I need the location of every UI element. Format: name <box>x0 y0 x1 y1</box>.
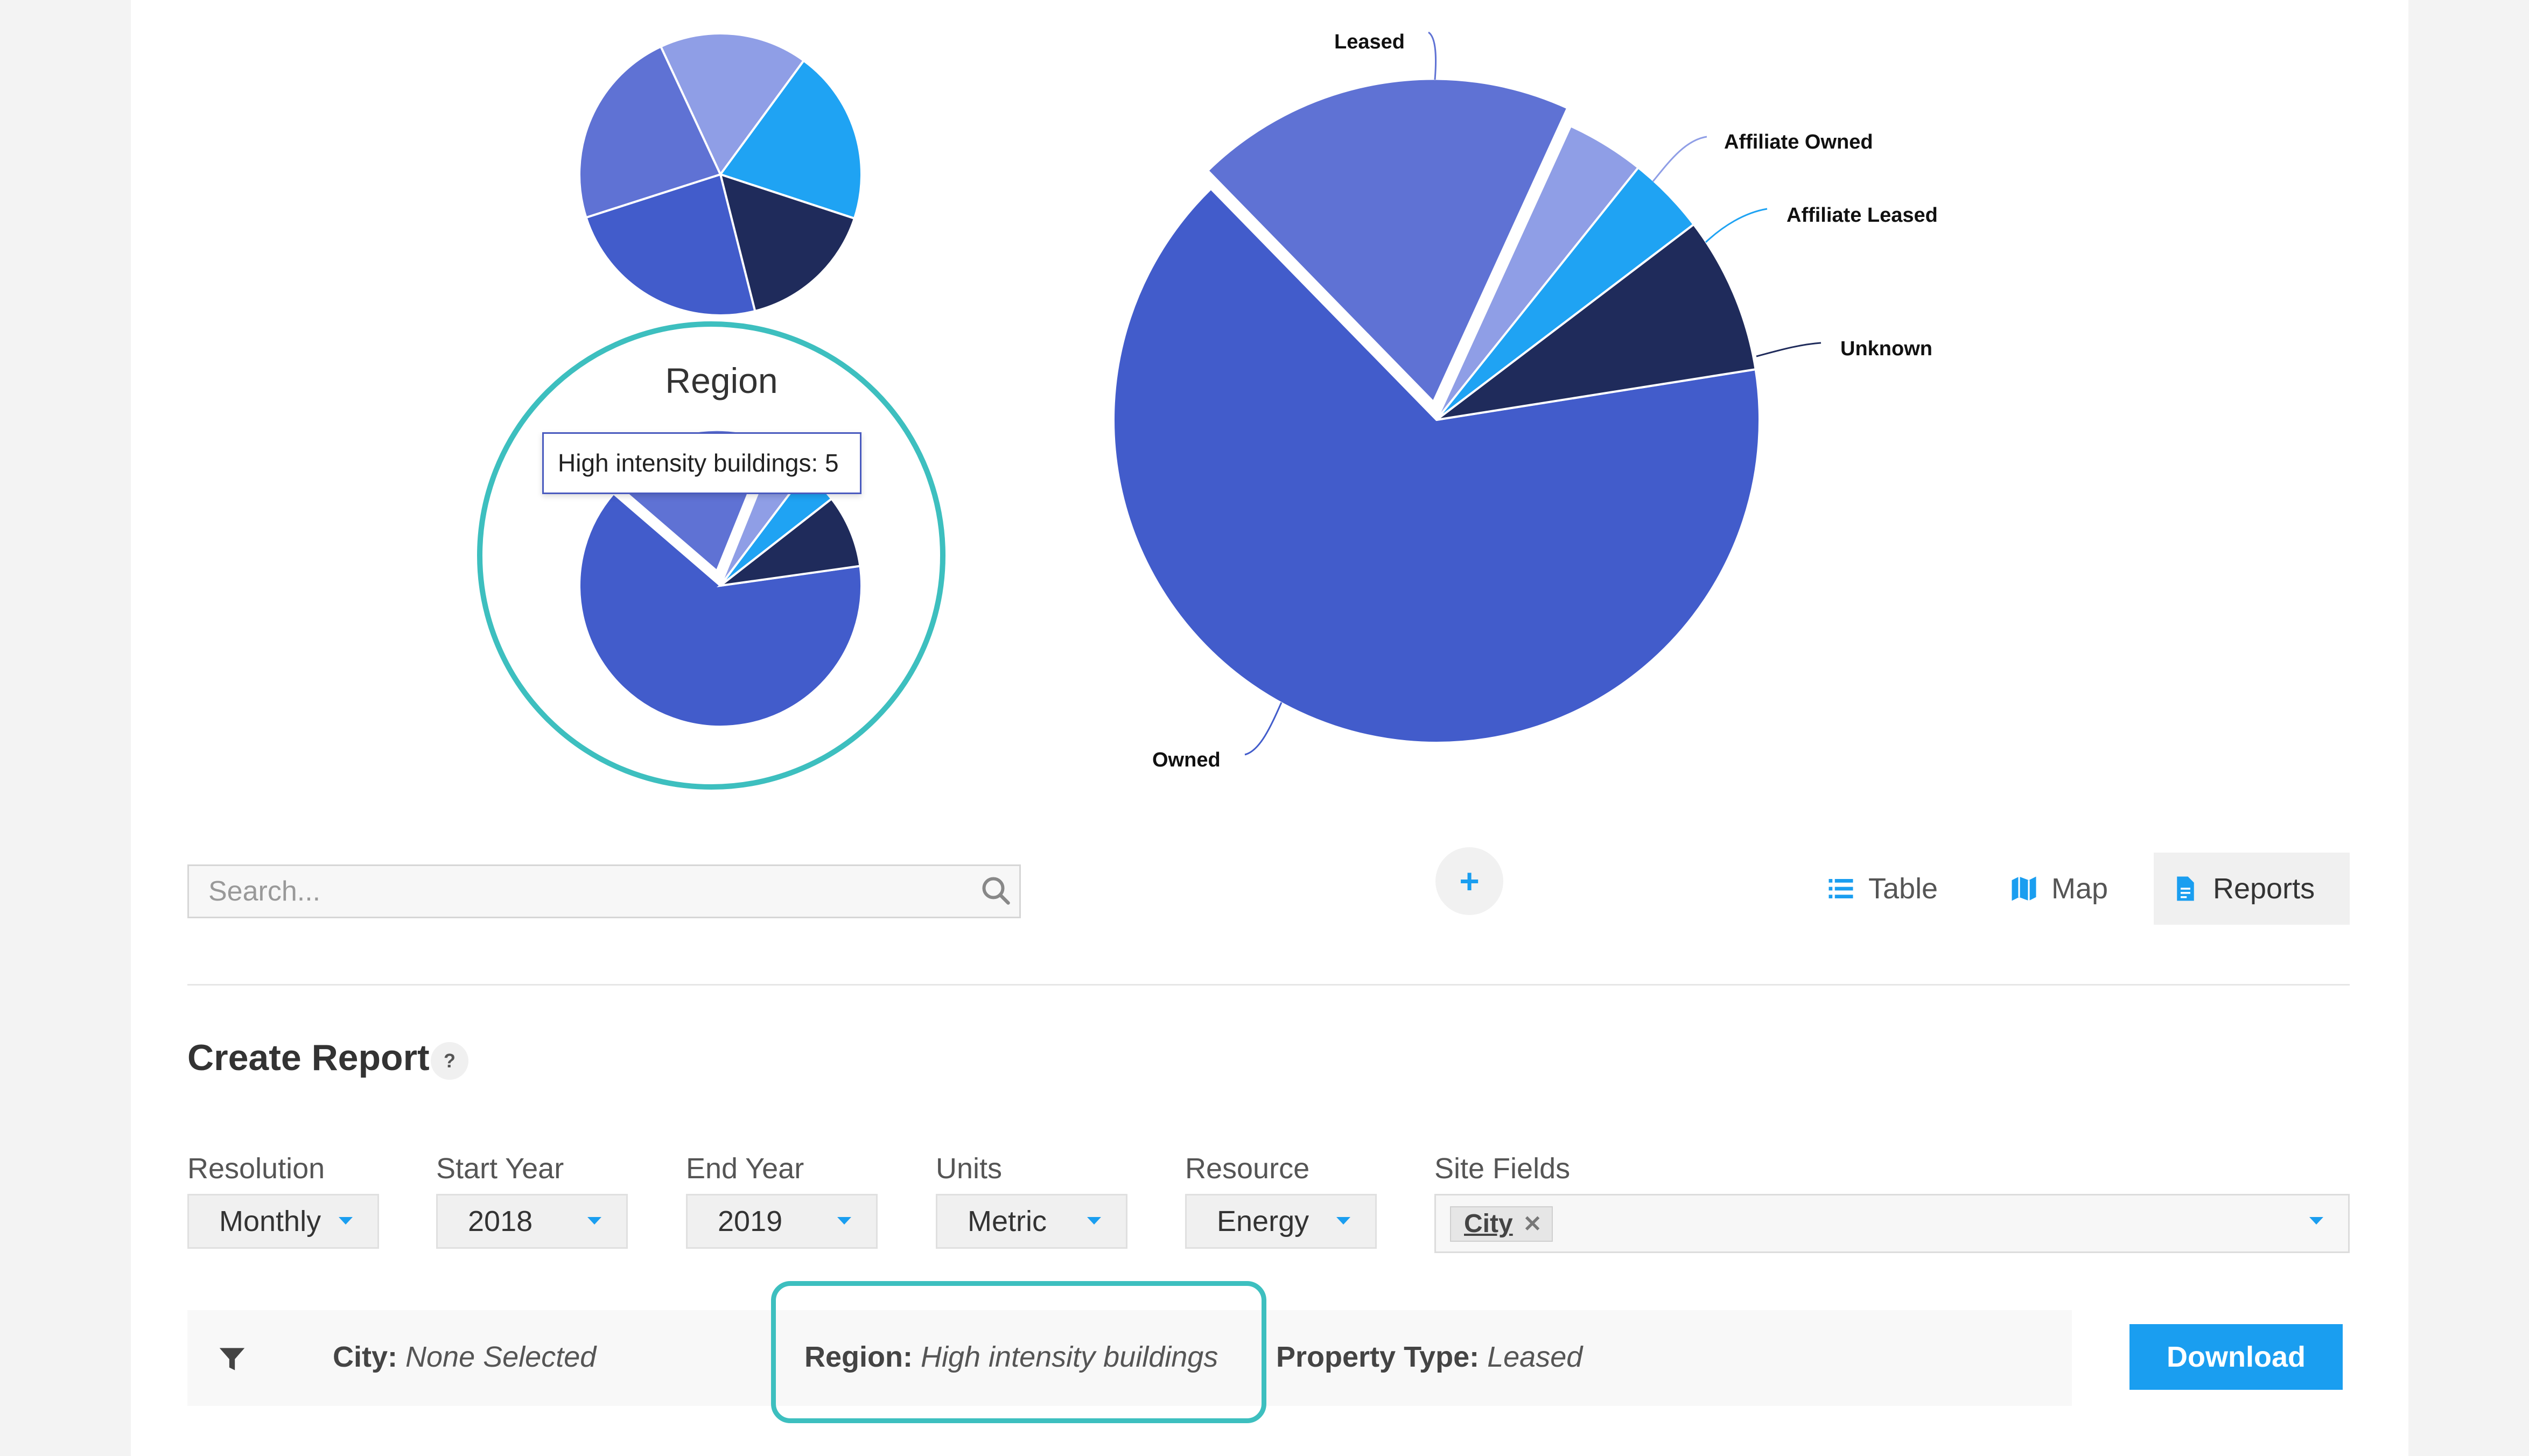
pie-slice-unknown[interactable] <box>716 497 861 588</box>
region-chart-title: Region <box>665 361 777 400</box>
tab-reports-label: Reports <box>2213 873 2315 905</box>
label-leased: Leased <box>1334 31 1405 53</box>
end-year-select[interactable]: 2019 <box>686 1194 878 1249</box>
start-year-value: 2018 <box>468 1205 533 1237</box>
pie-chart-property-type[interactable] <box>1112 78 1761 744</box>
pie-slice-medium-blue-slice[interactable] <box>578 45 722 219</box>
filter-property-type-value: Leased <box>1487 1341 1583 1373</box>
resolution-select[interactable]: Monthly <box>187 1194 379 1249</box>
label-unknown: Unknown <box>1840 337 1932 360</box>
pie-leader-lines <box>1244 31 1822 756</box>
filter-city-value: None Selected <box>405 1341 597 1373</box>
filter-property-type-label: Property Type: <box>1276 1341 1480 1373</box>
close-icon[interactable]: ✕ <box>1523 1211 1542 1236</box>
search-input[interactable] <box>187 864 1021 918</box>
tab-map-label: Map <box>2051 873 2108 905</box>
pie-chart-top[interactable] <box>578 32 863 316</box>
filter-property-type[interactable]: Property Type: Leased <box>1276 1340 1582 1374</box>
pie-slice-owned[interactable] <box>578 492 863 728</box>
filter-icon[interactable] <box>215 1342 249 1376</box>
pie-slice-unknown[interactable] <box>1435 223 1757 421</box>
filter-bar <box>187 1310 2072 1406</box>
resource-select[interactable]: Energy <box>1185 1194 1377 1249</box>
start-year-select[interactable]: 2018 <box>436 1194 628 1249</box>
chevron-down-icon <box>339 1217 353 1225</box>
filter-region-label: Region: <box>804 1341 913 1373</box>
leader-line-affiliate-owned <box>1652 136 1707 182</box>
site-fields-select[interactable]: City ✕ <box>1434 1194 2350 1253</box>
tab-map[interactable]: Map <box>1992 853 2125 925</box>
end-year-value: 2019 <box>718 1205 783 1237</box>
add-button[interactable]: + <box>1435 847 1503 915</box>
leader-line-affiliate-leased <box>1705 208 1768 243</box>
search-icon[interactable] <box>980 875 1012 907</box>
site-fields-label: Site Fields <box>1434 1152 1571 1185</box>
filter-city-label: City: <box>333 1341 397 1373</box>
chevron-down-icon <box>1336 1217 1350 1225</box>
leader-line-leased <box>1428 31 1437 80</box>
units-value: Metric <box>968 1205 1047 1237</box>
resource-label: Resource <box>1185 1152 1310 1185</box>
filter-region-value: High intensity buildings <box>921 1341 1218 1373</box>
pie-slice-sky-blue-slice[interactable] <box>718 59 863 220</box>
resolution-value: Monthly <box>219 1205 321 1237</box>
units-label: Units <box>936 1152 1003 1185</box>
pie-slice-light-slice[interactable] <box>659 32 805 177</box>
divider <box>187 984 2350 986</box>
chevron-down-icon <box>587 1217 601 1225</box>
pie-slice-royal-blue-slice[interactable] <box>585 173 756 316</box>
chevron-down-icon[interactable] <box>2309 1217 2323 1225</box>
leader-line-owned <box>1244 702 1283 756</box>
region-tooltip: High intensity buildings: 5 <box>542 432 861 494</box>
help-icon[interactable]: ? <box>431 1042 468 1080</box>
region-filter-highlight <box>771 1281 1266 1423</box>
document-icon <box>2177 876 2194 901</box>
site-field-chip-label: City <box>1464 1209 1513 1238</box>
pie-slice-leased[interactable] <box>1206 78 1569 404</box>
map-icon <box>2012 876 2036 901</box>
tab-reports[interactable]: Reports <box>2154 853 2350 925</box>
resolution-label: Resolution <box>187 1152 325 1185</box>
tab-table-label: Table <box>1868 873 1938 905</box>
filter-region[interactable]: Region: High intensity buildings <box>804 1340 1218 1374</box>
units-select[interactable]: Metric <box>936 1194 1127 1249</box>
tab-table[interactable]: Table <box>1809 853 1955 925</box>
leader-line-unknown <box>1756 342 1822 357</box>
pie-slice-navy-slice[interactable] <box>719 172 856 313</box>
site-field-chip-city[interactable]: City ✕ <box>1450 1206 1553 1242</box>
chevron-down-icon <box>1087 1217 1101 1225</box>
filter-city[interactable]: City: None Selected <box>333 1340 596 1374</box>
end-year-label: End Year <box>686 1152 804 1185</box>
region-highlight-ring <box>477 321 945 790</box>
label-affiliate-owned: Affiliate Owned <box>1724 131 1873 153</box>
chevron-down-icon <box>837 1217 851 1225</box>
resource-value: Energy <box>1217 1205 1309 1237</box>
charts-area: Region Leased Affiliate Owned Affiliate … <box>477 31 1938 790</box>
start-year-label: Start Year <box>436 1152 564 1185</box>
list-icon <box>1829 879 1853 898</box>
download-button[interactable]: Download <box>2129 1324 2343 1390</box>
label-owned: Owned <box>1152 749 1221 771</box>
page-title: Create Report <box>187 1037 430 1078</box>
pie-slice-owned[interactable] <box>1112 187 1761 744</box>
label-affiliate-leased: Affiliate Leased <box>1787 204 1938 227</box>
